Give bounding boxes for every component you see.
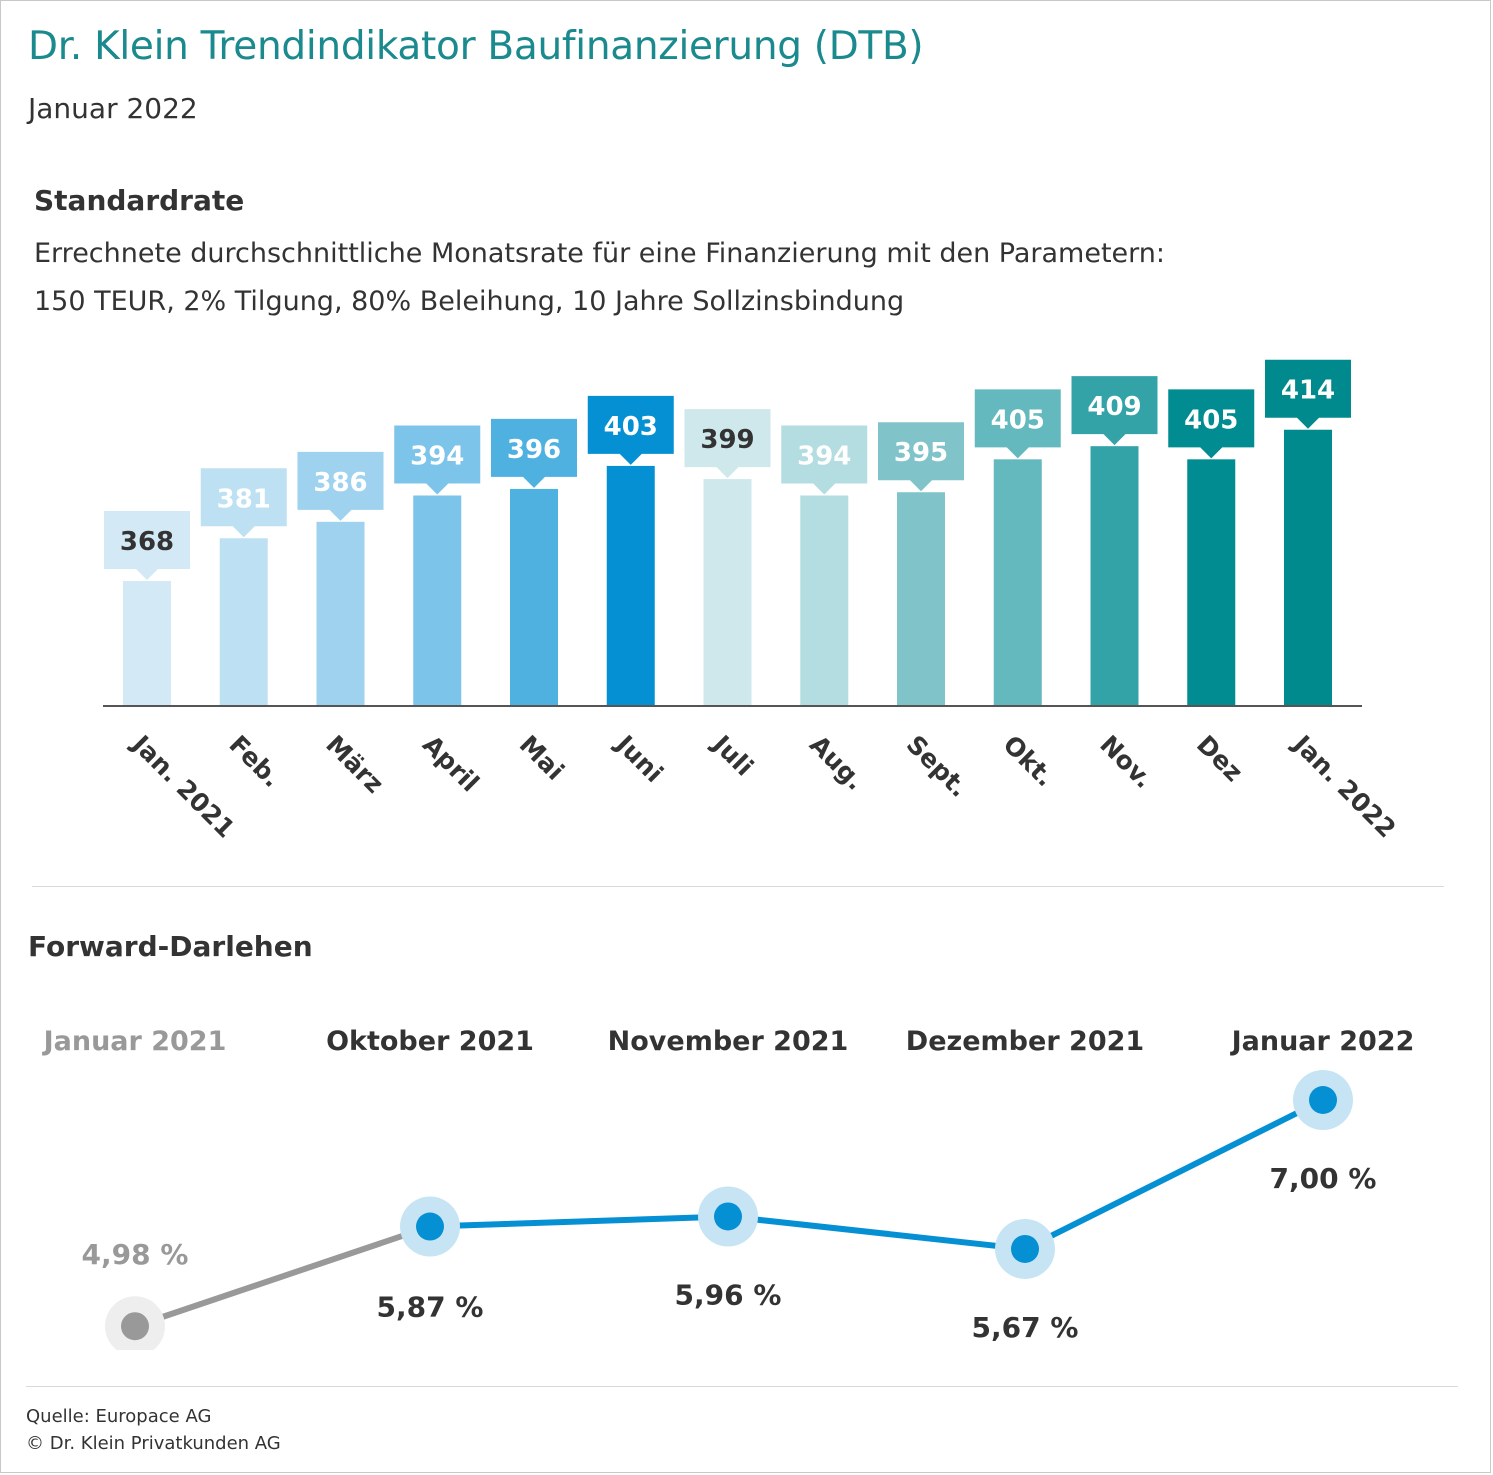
bar-label-callout: [297, 451, 384, 521]
standardrate-bar-chart: 368 Jan. 2021 381 Feb. 386 März 394 April 396 Mai…: [103, 359, 1401, 843]
category-label: Oktober 2021: [326, 1026, 534, 1057]
data-point: [121, 1312, 149, 1341]
data-point: [1011, 1234, 1039, 1263]
x-tick-label: Okt.: [998, 730, 1060, 792]
bar-value-label: 405: [991, 405, 1045, 435]
category-label: November 2021: [608, 1026, 849, 1057]
x-tick-label: Juli: [706, 728, 759, 781]
bar-label-callout: [104, 511, 190, 581]
data-point: [714, 1202, 742, 1231]
bar-value-label: 409: [1087, 392, 1141, 422]
bar-value-label: 394: [797, 442, 851, 472]
bar: [123, 581, 171, 706]
bar: [1090, 446, 1139, 706]
bar: [219, 538, 268, 706]
category-label: Dezember 2021: [906, 1026, 1144, 1057]
section-divider: [32, 886, 1444, 887]
standardrate-description-line1: Errechnete durchschnittliche Monatsrate …: [34, 238, 1166, 269]
bar-label-callout: [200, 468, 287, 538]
x-tick-label: Sept.: [901, 730, 974, 803]
bar-value-label: 396: [507, 435, 561, 465]
x-tick-label: April: [417, 730, 485, 798]
bar-label-callout: [781, 425, 868, 495]
reference-line-segment: [132, 1223, 433, 1330]
bar: [413, 495, 462, 706]
bar-value-label: 399: [700, 425, 754, 455]
bar: [316, 521, 365, 706]
bar-value-label: 414: [1281, 376, 1335, 406]
x-tick-label: März: [320, 730, 389, 799]
bar-label-callout: [1071, 376, 1158, 446]
x-tick-label: Jan. 2021: [125, 728, 240, 843]
x-tick-label: Jan. 2022: [1286, 728, 1401, 843]
bar-value-label: 395: [894, 438, 948, 468]
bar: [897, 492, 945, 706]
bar: [1187, 459, 1236, 706]
data-value-label: 4,98 %: [82, 1238, 189, 1271]
data-point: [416, 1212, 444, 1241]
data-value-label: 5,96 %: [675, 1278, 782, 1311]
data-value-label: 5,87 %: [377, 1291, 484, 1324]
footer-copyright: © Dr. Klein Privatkunden AG: [26, 1433, 281, 1454]
bar-label-callout: [491, 418, 577, 488]
bar-value-label: 386: [313, 468, 367, 498]
bar-label-callout: [878, 422, 964, 492]
forward-heading: Forward-Darlehen: [28, 930, 313, 963]
bar-label-callout: [974, 389, 1061, 459]
bar: [510, 488, 558, 706]
category-label: Januar 2022: [1230, 1026, 1415, 1057]
bar: [993, 459, 1042, 706]
bar-label-callout: [1265, 359, 1351, 429]
data-value-label: 5,67 %: [972, 1311, 1079, 1344]
bar-value-label: 381: [217, 484, 271, 514]
page-subtitle: Januar 2022: [28, 92, 198, 125]
data-value-label: 7,00 %: [1270, 1162, 1377, 1195]
x-tick-label: Dez: [1191, 730, 1248, 787]
series-line: [429, 1097, 1325, 1252]
standardrate-heading: Standardrate: [34, 184, 245, 217]
bar-label-callout: [1168, 389, 1255, 459]
category-label: Januar 2021: [42, 1026, 227, 1057]
bar-label-callout: [684, 409, 771, 479]
bar-value-label: 394: [410, 442, 464, 472]
x-tick-label: Mai: [514, 730, 570, 786]
bar: [606, 465, 655, 706]
bar-value-label: 405: [1184, 405, 1238, 435]
bar: [800, 495, 849, 706]
bar-value-label: 368: [120, 527, 174, 557]
standardrate-description-line2: 150 TEUR, 2% Tilgung, 80% Beleihung, 10 …: [34, 286, 905, 317]
x-tick-label: Feb.: [224, 730, 287, 793]
bar: [1284, 429, 1332, 706]
bar: [703, 479, 752, 706]
bar-value-label: 403: [604, 412, 658, 442]
data-point: [1309, 1086, 1337, 1114]
bar-label-callout: [587, 395, 674, 465]
x-tick-label: Aug.: [804, 730, 870, 796]
page-title: Dr. Klein Trendindikator Baufinanzierung…: [28, 24, 924, 69]
x-tick-label: Juni: [609, 728, 669, 788]
forward-line-chart: Januar 2021 Oktober 2021 November 2021 Deze…: [42, 1026, 1415, 1350]
footer-source: Quelle: Europace AG: [26, 1406, 212, 1427]
bar-label-callout: [394, 425, 481, 495]
footer-divider: [26, 1386, 1458, 1387]
x-tick-label: Nov.: [1094, 730, 1158, 794]
